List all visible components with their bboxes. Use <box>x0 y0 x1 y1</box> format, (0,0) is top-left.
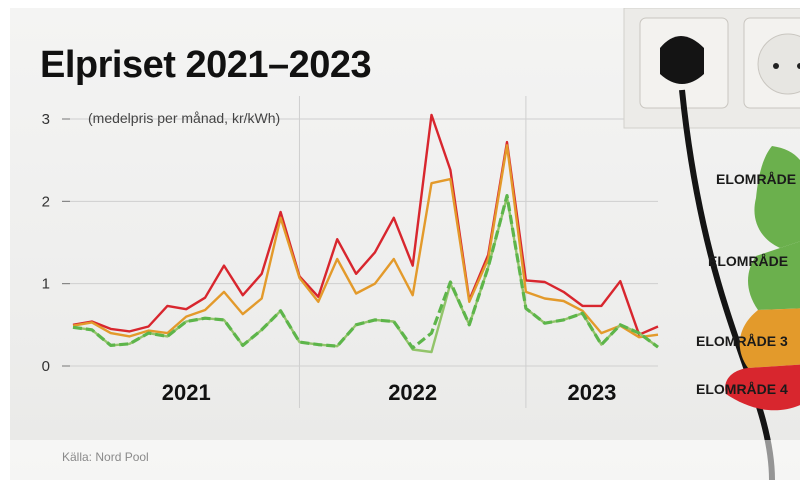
series-line-3 <box>72 194 659 350</box>
chart-card: 0 1 2 3 2021 2022 2023 (medelpris per månad, k… <box>10 8 800 480</box>
x-period-label: 2021 <box>162 380 211 405</box>
series-line-1 <box>72 144 659 339</box>
map-region-label: ELOMRÅDE 4 <box>696 381 788 397</box>
unit-label: (medelpris per månad, kr/kWh) <box>88 110 280 126</box>
map-region-label: ELOMRÅDE <box>716 171 796 187</box>
footer-strip <box>10 440 800 480</box>
axes: 0 1 2 3 2021 2022 2023 <box>42 111 617 405</box>
y-tick-label: 0 <box>42 358 50 375</box>
map-region-label: ELOMRÅDE 3 <box>696 333 788 349</box>
wall-outlet-illustration <box>623 8 800 480</box>
price-chart: 0 1 2 3 2021 2022 2023 (medelpris per månad, k… <box>42 8 800 480</box>
series-lines <box>72 113 659 354</box>
sweden-map-illustration: ELOMRÅDE ELOMRÅDE ELOMRÅDE 3 ELOMRÅDE 4 <box>696 146 800 411</box>
y-tick-label: 2 <box>42 193 50 210</box>
y-tick-label: 3 <box>42 111 50 128</box>
x-period-label: 2022 <box>388 380 437 405</box>
series-line-0 <box>72 113 659 336</box>
y-tick-label: 1 <box>42 276 50 293</box>
series-line-2 <box>72 195 659 354</box>
map-region-label: ELOMRÅDE <box>708 253 788 269</box>
chart-title: Elpriset 2021–2023 <box>40 44 372 86</box>
grid <box>62 96 658 408</box>
x-period-label: 2023 <box>567 380 616 405</box>
source-label: Källa: Nord Pool <box>62 450 149 464</box>
